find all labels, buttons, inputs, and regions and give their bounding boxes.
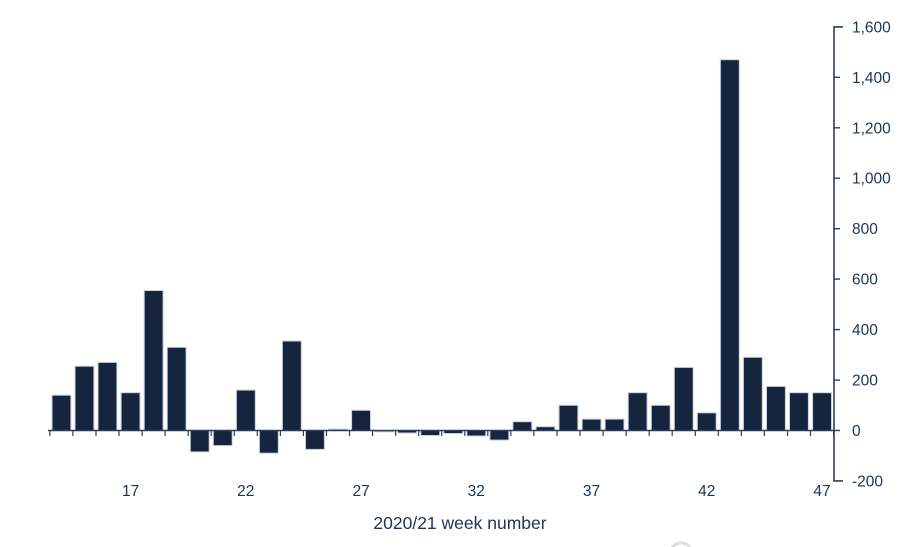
y-tick-label-1400: 1,400	[852, 70, 891, 87]
bar-week-25	[305, 430, 325, 450]
bar-week-27	[351, 409, 372, 431]
x-tick-label-22: 22	[237, 483, 254, 500]
bar-week-36	[558, 404, 579, 431]
bar-week-16	[97, 361, 118, 431]
y-tick-label-1600: 1,600	[852, 19, 891, 36]
y-tick-label-0: 0	[852, 423, 861, 440]
y-axis-line	[833, 26, 843, 482]
y-tick-label-600: 600	[852, 272, 878, 289]
x-tick-label-47: 47	[813, 483, 830, 500]
x-tick-label-32: 32	[468, 483, 485, 500]
bar-week-23	[258, 430, 279, 454]
x-axis-tick-labels: 17 22 27 32 37 42 47	[122, 483, 831, 500]
bar-week-34	[512, 421, 533, 432]
x-tick-label-42: 42	[698, 483, 715, 500]
bar-week-38	[604, 418, 625, 432]
x-tick-label-37: 37	[583, 483, 600, 500]
watermark-circle	[670, 541, 692, 547]
y-tick-label-1000: 1,000	[852, 171, 891, 188]
bar-week-39	[627, 392, 648, 432]
y-tick-label-200: 200	[852, 373, 878, 390]
bar-week-24	[281, 340, 302, 431]
bar-week-45	[766, 385, 786, 431]
bar-week-18	[143, 290, 164, 431]
bar-week-46	[789, 392, 809, 432]
y-axis-tick-labels: -200 0 200 400 600 800 1,000 1,200 1,400 1,600	[852, 19, 891, 490]
bar-week-17	[120, 392, 141, 432]
bar-week-20	[189, 430, 210, 453]
bar-week-44	[742, 356, 763, 431]
bar-week-22	[235, 389, 256, 432]
bar-week-33	[489, 430, 510, 441]
x-axis	[48, 429, 835, 436]
bar-week-14	[51, 394, 72, 432]
y-tick-label-1200: 1,200	[852, 120, 891, 137]
bar-week-19	[166, 346, 187, 431]
bar-week-42	[696, 412, 717, 431]
bar-week-41	[673, 366, 694, 431]
x-axis-title: 2020/21 week number	[373, 513, 546, 533]
y-axis	[833, 26, 843, 482]
bar-week-15	[74, 365, 95, 432]
bar-week-47	[812, 392, 832, 432]
bar-week-40	[650, 404, 671, 431]
y-tick-label-800: 800	[852, 221, 878, 238]
x-tick-label-17: 17	[122, 483, 139, 500]
bars-group	[51, 59, 832, 454]
bar-week-37	[581, 418, 602, 432]
y-tick-label--200: -200	[852, 473, 883, 490]
bar-week-32	[466, 430, 487, 437]
bar-week-43	[719, 59, 740, 431]
x-tick-label-27: 27	[352, 483, 369, 500]
y-tick-label-400: 400	[852, 322, 878, 339]
bar-week-21	[212, 430, 233, 447]
